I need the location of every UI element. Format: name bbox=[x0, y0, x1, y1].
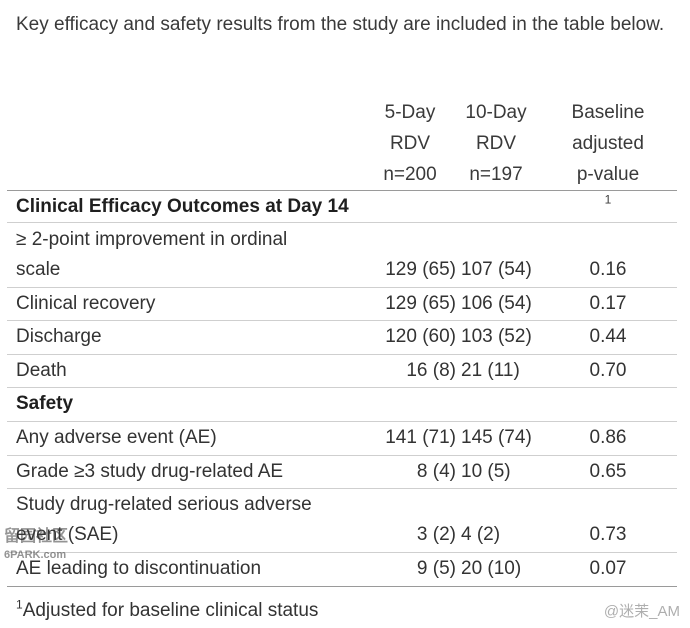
section-header-efficacy: Clinical Efficacy Outcomes at Day 14 bbox=[16, 192, 676, 222]
row-divider bbox=[7, 354, 677, 355]
p-value: 0.73 bbox=[589, 524, 627, 545]
value-10-day: 103 (52) bbox=[461, 326, 532, 347]
column-header-line: n=197 bbox=[469, 164, 523, 185]
row-label-line: event (SAE) bbox=[16, 524, 119, 545]
p-value: 0.44 bbox=[589, 326, 627, 347]
row-label: Death bbox=[16, 360, 67, 381]
value-10-day: 21 (11) bbox=[461, 360, 520, 381]
column-header-line: p-value 1 bbox=[556, 159, 660, 221]
table-row: Study drug-related serious adverse event … bbox=[16, 490, 676, 550]
p-value: 0.07 bbox=[589, 558, 627, 579]
footnote: 1Adjusted for baseline clinical status bbox=[16, 598, 318, 624]
row-divider bbox=[7, 320, 677, 321]
value-5-day: 129 (65) bbox=[385, 293, 456, 314]
section-title: Clinical Efficacy Outcomes at Day 14 bbox=[16, 196, 349, 217]
row-label: Clinical recovery bbox=[16, 293, 156, 314]
column-header-line: RDV bbox=[475, 133, 517, 154]
watermark-left: 留园社区 6PARK.com bbox=[4, 528, 68, 564]
p-value: 0.86 bbox=[589, 427, 627, 448]
row-label: Study drug-related serious adverse event … bbox=[16, 490, 356, 550]
section-title: Safety bbox=[16, 393, 74, 414]
row-label: Any adverse event (AE) bbox=[16, 427, 217, 448]
table-row: Any adverse event (AE) 141 (71) 145 (74)… bbox=[16, 423, 676, 453]
value-5-day: 129 (65) bbox=[385, 259, 456, 280]
p-value: 0.17 bbox=[589, 293, 627, 314]
row-divider bbox=[7, 421, 677, 422]
value-10-day: 20 (10) bbox=[461, 558, 522, 579]
row-divider bbox=[7, 287, 677, 288]
table-row: Discharge 120 (60) 103 (52) 0.44 bbox=[16, 322, 676, 352]
table-row: ≥ 2-point improvement in ordinal scale 12… bbox=[16, 225, 676, 285]
intro-paragraph: Key efficacy and safety results from the… bbox=[16, 14, 665, 35]
table-row: Grade ≥3 study drug-related AE 8 (4) 10 … bbox=[16, 457, 676, 487]
value-5-day: 8 (4) bbox=[416, 461, 456, 482]
column-header-text: p-value bbox=[576, 164, 640, 185]
row-divider bbox=[7, 552, 677, 553]
row-label: ≥ 2-point improvement in ordinal scale bbox=[16, 225, 356, 285]
table-header-rule bbox=[7, 190, 677, 191]
footnote-text: Adjusted for baseline clinical status bbox=[22, 600, 319, 621]
row-label: Discharge bbox=[16, 326, 102, 347]
row-label: AE leading to discontinuation bbox=[16, 558, 262, 579]
row-label-line: scale bbox=[16, 259, 61, 280]
column-header-p-value: Baseline adjusted p-value 1 bbox=[556, 97, 660, 221]
section-header-safety: Safety bbox=[16, 389, 676, 419]
value-5-day: 3 (2) bbox=[416, 524, 456, 545]
row-label-line: ≥ 2-point improvement in ordinal bbox=[16, 229, 288, 250]
column-header-line: RDV bbox=[389, 133, 431, 154]
value-10-day: 106 (54) bbox=[461, 293, 532, 314]
table-row: Clinical recovery 129 (65) 106 (54) 0.17 bbox=[16, 289, 676, 319]
value-5-day: 9 (5) bbox=[416, 558, 456, 579]
column-header-line: adjusted bbox=[572, 133, 644, 154]
value-5-day: 120 (60) bbox=[385, 326, 456, 347]
column-header-line: n=200 bbox=[383, 164, 437, 185]
column-header-line: 10-Day bbox=[465, 102, 527, 123]
column-header-5-day: 5-Day RDV n=200 bbox=[368, 97, 452, 190]
row-divider bbox=[7, 222, 677, 223]
table-bottom-rule bbox=[7, 586, 677, 587]
column-header-line: 5-Day bbox=[384, 102, 436, 123]
row-divider bbox=[7, 488, 677, 489]
value-10-day: 107 (54) bbox=[461, 259, 532, 280]
value-10-day: 4 (2) bbox=[461, 524, 501, 545]
watermark-text: 留园社区 bbox=[4, 528, 69, 545]
p-value: 0.65 bbox=[589, 461, 627, 482]
p-value: 0.70 bbox=[589, 360, 627, 381]
row-divider bbox=[7, 387, 677, 388]
p-value: 0.16 bbox=[589, 259, 627, 280]
value-10-day: 10 (5) bbox=[461, 461, 511, 482]
value-5-day: 16 (8) bbox=[406, 360, 456, 381]
column-header-10-day: 10-Day RDV n=197 bbox=[454, 97, 538, 190]
value-5-day: 141 (71) bbox=[385, 427, 456, 448]
row-divider bbox=[7, 455, 677, 456]
watermark-right: @迷茉_AM bbox=[603, 603, 680, 620]
footnote-marker: 1 bbox=[16, 597, 23, 612]
table-row: Death 16 (8) 21 (11) 0.70 bbox=[16, 356, 676, 386]
row-label-line: Study drug-related serious adverse bbox=[16, 494, 312, 515]
row-label: Grade ≥3 study drug-related AE bbox=[16, 461, 284, 482]
column-header-line: Baseline bbox=[571, 102, 645, 123]
value-10-day: 145 (74) bbox=[461, 427, 532, 448]
table-row: AE leading to discontinuation 9 (5) 20 (… bbox=[16, 554, 676, 584]
watermark-url: 6PARK.com bbox=[4, 549, 67, 561]
footnote-marker: 1 bbox=[604, 192, 612, 207]
